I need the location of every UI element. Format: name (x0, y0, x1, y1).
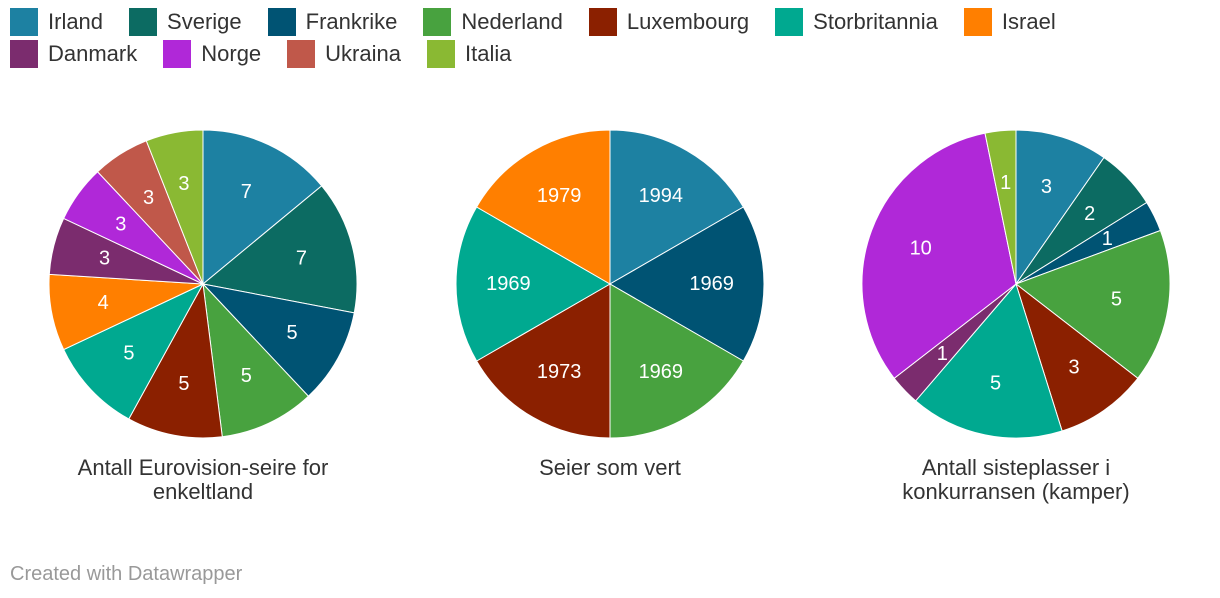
slice-label: 3 (1041, 176, 1052, 198)
pie-slice (201, 185, 358, 314)
pie-slice (1015, 129, 1105, 286)
slice-label: 3 (178, 173, 189, 195)
legend-item: Italia (426, 40, 512, 68)
pie-slice (861, 132, 1017, 379)
slice-label: 1969 (689, 273, 734, 295)
pie-slice (475, 129, 611, 285)
legend-swatch (963, 8, 992, 36)
pie-slice (201, 283, 355, 397)
pie-slice (202, 129, 323, 286)
pie-slice (914, 282, 1063, 439)
legend-label: Sverige (167, 9, 242, 34)
legend-label: Irland (48, 9, 104, 34)
legend-item: Frankrike (267, 8, 398, 36)
legend-swatch (129, 8, 158, 36)
slice-label: 3 (115, 213, 126, 235)
slice-label: 5 (178, 373, 189, 395)
legend-swatch (775, 8, 804, 36)
pie-slice (609, 283, 745, 439)
legend-label: Israel (1001, 9, 1056, 34)
legend-label: Ukraina (325, 41, 401, 66)
legend-item: Irland (10, 8, 103, 36)
legend-item: Sverige (129, 8, 242, 36)
legend: Irland Sverige Frankrike Nederland Luxembour… (10, 6, 1210, 70)
pie-slice (455, 206, 612, 362)
legend-swatch (426, 40, 455, 68)
slice-label: 5 (990, 373, 1001, 395)
legend-swatch (267, 8, 296, 36)
pie-slice (1015, 282, 1139, 432)
legend-label: Italia (464, 41, 512, 66)
pie-slice (475, 283, 611, 439)
slice-label: 3 (99, 248, 110, 270)
legend-label: Storbritannia (813, 9, 938, 34)
legend-swatch (163, 40, 192, 68)
pie-slice (609, 129, 745, 285)
slice-label: 3 (1068, 356, 1079, 378)
pie-slice (145, 129, 204, 285)
legend-item: Luxembourg (588, 8, 750, 36)
legend-item: Israel (963, 8, 1056, 36)
legend-swatch (10, 40, 38, 68)
slice-label: 1969 (639, 361, 684, 383)
slice-label: 1 (1102, 228, 1113, 250)
slice-label: 5 (241, 365, 252, 387)
footer-credit: Created with Datawrapper (10, 563, 243, 585)
slice-label: 5 (1111, 288, 1122, 310)
legend-swatch (588, 8, 617, 36)
legend-label: Norge (201, 41, 262, 66)
slice-label: 5 (287, 322, 298, 344)
chart-title: Antall sisteplasser i konkurransen (kamp… (902, 455, 1130, 504)
legend-label: Danmark (48, 41, 138, 66)
chart-title: Seier som vert (539, 455, 681, 480)
slice-label: 1969 (486, 273, 531, 295)
legend-item: Storbritannia (775, 8, 938, 36)
slice-label: 1994 (639, 185, 684, 207)
legend-item: Danmark (10, 40, 137, 68)
slice-label: 1973 (537, 361, 582, 383)
slice-label: 2 (1084, 203, 1095, 225)
pie-slice (608, 206, 765, 362)
legend-swatch (287, 40, 316, 68)
legend-item: Ukraina (287, 40, 401, 68)
legend-swatch (423, 8, 452, 36)
slice-label: 1979 (537, 185, 582, 207)
legend-item: Nederland (423, 8, 563, 36)
chart-title: Antall Eurovision-seire for enkeltland (77, 455, 329, 504)
legend-swatch (10, 8, 38, 36)
pie-chart: 1994 1969 1969 1973 1969 1979 (455, 129, 765, 439)
slice-label: 7 (296, 248, 307, 270)
slice-label: 1 (1000, 172, 1011, 194)
pie-slice (984, 129, 1017, 285)
pie-slice (202, 282, 310, 438)
legend-label: Nederland (461, 9, 563, 34)
slice-label: 1 (937, 343, 948, 365)
pie-slice (62, 282, 205, 420)
slice-label: 5 (123, 343, 134, 365)
pie-slice (1014, 229, 1171, 379)
slice-label: 3 (143, 187, 154, 209)
slice-label: 4 (98, 292, 109, 314)
slice-label: 10 (910, 238, 932, 260)
legend-item: Norge (163, 40, 261, 68)
pie-slice (128, 282, 223, 439)
legend-label: Frankrike (305, 9, 398, 34)
slice-label: 7 (241, 181, 252, 203)
legend-label: Luxembourg (626, 9, 750, 34)
